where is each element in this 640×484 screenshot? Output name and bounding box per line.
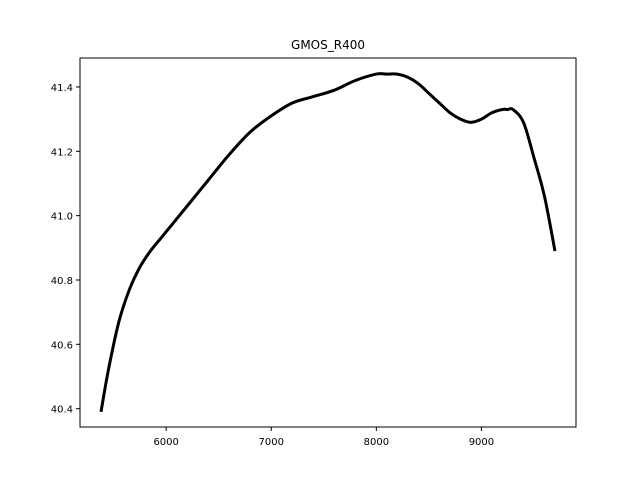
y-axis: 40.4 40.6 40.8 41.0 41.2 41.4 <box>51 83 80 416</box>
y-tick-label: 41.0 <box>51 212 73 223</box>
x-tick-label: 6000 <box>153 437 178 448</box>
y-tick-label: 40.4 <box>51 405 73 416</box>
x-axis: 6000 7000 8000 9000 <box>153 427 494 448</box>
x-tick-label: 9000 <box>469 437 494 448</box>
axes-frame <box>79 57 577 428</box>
chart-title: GMOS_R400 <box>291 38 365 52</box>
x-tick-label: 7000 <box>259 437 284 448</box>
series-line <box>99 72 557 413</box>
x-tick-label: 8000 <box>364 437 389 448</box>
y-tick-label: 40.6 <box>51 340 73 351</box>
y-tick-label: 41.4 <box>51 83 73 94</box>
plot-area <box>99 72 557 413</box>
y-tick-label: 40.8 <box>51 276 73 287</box>
y-tick-label: 41.2 <box>51 147 73 158</box>
